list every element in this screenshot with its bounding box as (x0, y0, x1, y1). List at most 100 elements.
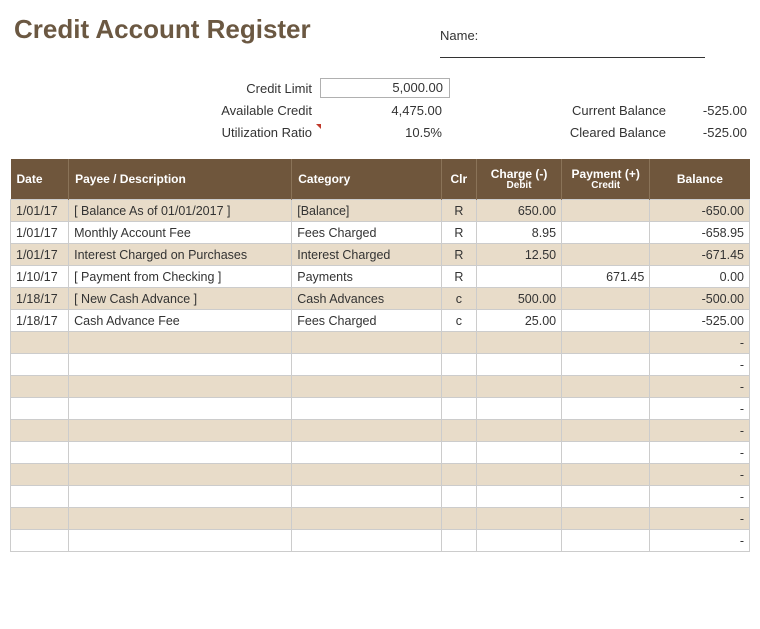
clr-cell[interactable]: R (441, 200, 476, 222)
balance-cell[interactable]: - (650, 420, 750, 442)
charge-cell[interactable] (476, 398, 561, 420)
clr-cell[interactable] (441, 486, 476, 508)
date-cell[interactable]: 1/01/17 (11, 244, 69, 266)
table-row[interactable]: - (11, 420, 750, 442)
category-cell[interactable]: [Balance] (292, 200, 441, 222)
table-row[interactable]: - (11, 332, 750, 354)
clr-cell[interactable]: R (441, 266, 476, 288)
date-cell[interactable]: 1/01/17 (11, 222, 69, 244)
category-cell[interactable]: Fees Charged (292, 310, 441, 332)
date-cell[interactable] (11, 398, 69, 420)
date-cell[interactable]: 1/01/17 (11, 200, 69, 222)
date-cell[interactable]: 1/18/17 (11, 310, 69, 332)
clr-cell[interactable]: R (441, 244, 476, 266)
balance-cell[interactable]: - (650, 332, 750, 354)
payment-cell[interactable] (562, 354, 650, 376)
charge-cell[interactable] (476, 464, 561, 486)
clr-cell[interactable] (441, 332, 476, 354)
category-cell[interactable] (292, 442, 441, 464)
charge-cell[interactable] (476, 442, 561, 464)
payee-cell[interactable] (69, 376, 292, 398)
table-row[interactable]: 1/01/17[ Balance As of 01/01/2017 ][Bala… (11, 200, 750, 222)
payment-cell[interactable] (562, 508, 650, 530)
payment-cell[interactable] (562, 376, 650, 398)
charge-cell[interactable] (476, 266, 561, 288)
balance-cell[interactable]: -658.95 (650, 222, 750, 244)
clr-cell[interactable]: c (441, 288, 476, 310)
date-cell[interactable]: 1/10/17 (11, 266, 69, 288)
payee-cell[interactable]: [ Payment from Checking ] (69, 266, 292, 288)
balance-cell[interactable]: - (650, 442, 750, 464)
payment-cell[interactable] (562, 398, 650, 420)
category-cell[interactable] (292, 398, 441, 420)
date-cell[interactable] (11, 442, 69, 464)
category-cell[interactable]: Cash Advances (292, 288, 441, 310)
category-cell[interactable] (292, 420, 441, 442)
balance-cell[interactable]: - (650, 354, 750, 376)
table-row[interactable]: 1/01/17Monthly Account FeeFees ChargedR8… (11, 222, 750, 244)
payee-cell[interactable] (69, 508, 292, 530)
date-cell[interactable] (11, 530, 69, 552)
payment-cell[interactable] (562, 464, 650, 486)
balance-cell[interactable]: -650.00 (650, 200, 750, 222)
date-cell[interactable] (11, 376, 69, 398)
name-input-line[interactable] (440, 44, 705, 58)
date-cell[interactable] (11, 508, 69, 530)
category-cell[interactable]: Payments (292, 266, 441, 288)
balance-cell[interactable]: - (650, 376, 750, 398)
date-cell[interactable] (11, 420, 69, 442)
clr-cell[interactable] (441, 376, 476, 398)
date-cell[interactable] (11, 332, 69, 354)
clr-cell[interactable] (441, 420, 476, 442)
category-cell[interactable] (292, 530, 441, 552)
charge-cell[interactable]: 650.00 (476, 200, 561, 222)
category-cell[interactable]: Fees Charged (292, 222, 441, 244)
payee-cell[interactable] (69, 398, 292, 420)
payment-cell[interactable] (562, 442, 650, 464)
date-cell[interactable] (11, 464, 69, 486)
payee-cell[interactable]: [ New Cash Advance ] (69, 288, 292, 310)
table-row[interactable]: - (11, 508, 750, 530)
balance-cell[interactable]: - (650, 398, 750, 420)
payment-cell[interactable] (562, 530, 650, 552)
table-row[interactable]: - (11, 464, 750, 486)
payee-cell[interactable]: Interest Charged on Purchases (69, 244, 292, 266)
credit-limit-input[interactable]: 5,000.00 (320, 78, 450, 98)
table-row[interactable]: 1/01/17Interest Charged on PurchasesInte… (11, 244, 750, 266)
table-row[interactable]: 1/10/17[ Payment from Checking ]Payments… (11, 266, 750, 288)
date-cell[interactable] (11, 486, 69, 508)
payee-cell[interactable]: Monthly Account Fee (69, 222, 292, 244)
date-cell[interactable]: 1/18/17 (11, 288, 69, 310)
payment-cell[interactable] (562, 420, 650, 442)
charge-cell[interactable]: 500.00 (476, 288, 561, 310)
payee-cell[interactable] (69, 354, 292, 376)
clr-cell[interactable]: R (441, 222, 476, 244)
clr-cell[interactable] (441, 354, 476, 376)
charge-cell[interactable] (476, 376, 561, 398)
payment-cell[interactable] (562, 200, 650, 222)
table-row[interactable]: - (11, 354, 750, 376)
balance-cell[interactable]: - (650, 530, 750, 552)
clr-cell[interactable] (441, 398, 476, 420)
charge-cell[interactable] (476, 530, 561, 552)
payment-cell[interactable] (562, 222, 650, 244)
charge-cell[interactable]: 12.50 (476, 244, 561, 266)
charge-cell[interactable] (476, 486, 561, 508)
payment-cell[interactable] (562, 486, 650, 508)
table-row[interactable]: - (11, 486, 750, 508)
payment-cell[interactable] (562, 288, 650, 310)
table-row[interactable]: - (11, 398, 750, 420)
payment-cell[interactable]: 671.45 (562, 266, 650, 288)
payment-cell[interactable] (562, 310, 650, 332)
charge-cell[interactable]: 25.00 (476, 310, 561, 332)
payment-cell[interactable] (562, 244, 650, 266)
balance-cell[interactable]: -525.00 (650, 310, 750, 332)
payee-cell[interactable] (69, 464, 292, 486)
payee-cell[interactable] (69, 486, 292, 508)
balance-cell[interactable]: -671.45 (650, 244, 750, 266)
payee-cell[interactable] (69, 530, 292, 552)
category-cell[interactable] (292, 332, 441, 354)
charge-cell[interactable] (476, 420, 561, 442)
date-cell[interactable] (11, 354, 69, 376)
table-row[interactable]: 1/18/17Cash Advance FeeFees Chargedc25.0… (11, 310, 750, 332)
